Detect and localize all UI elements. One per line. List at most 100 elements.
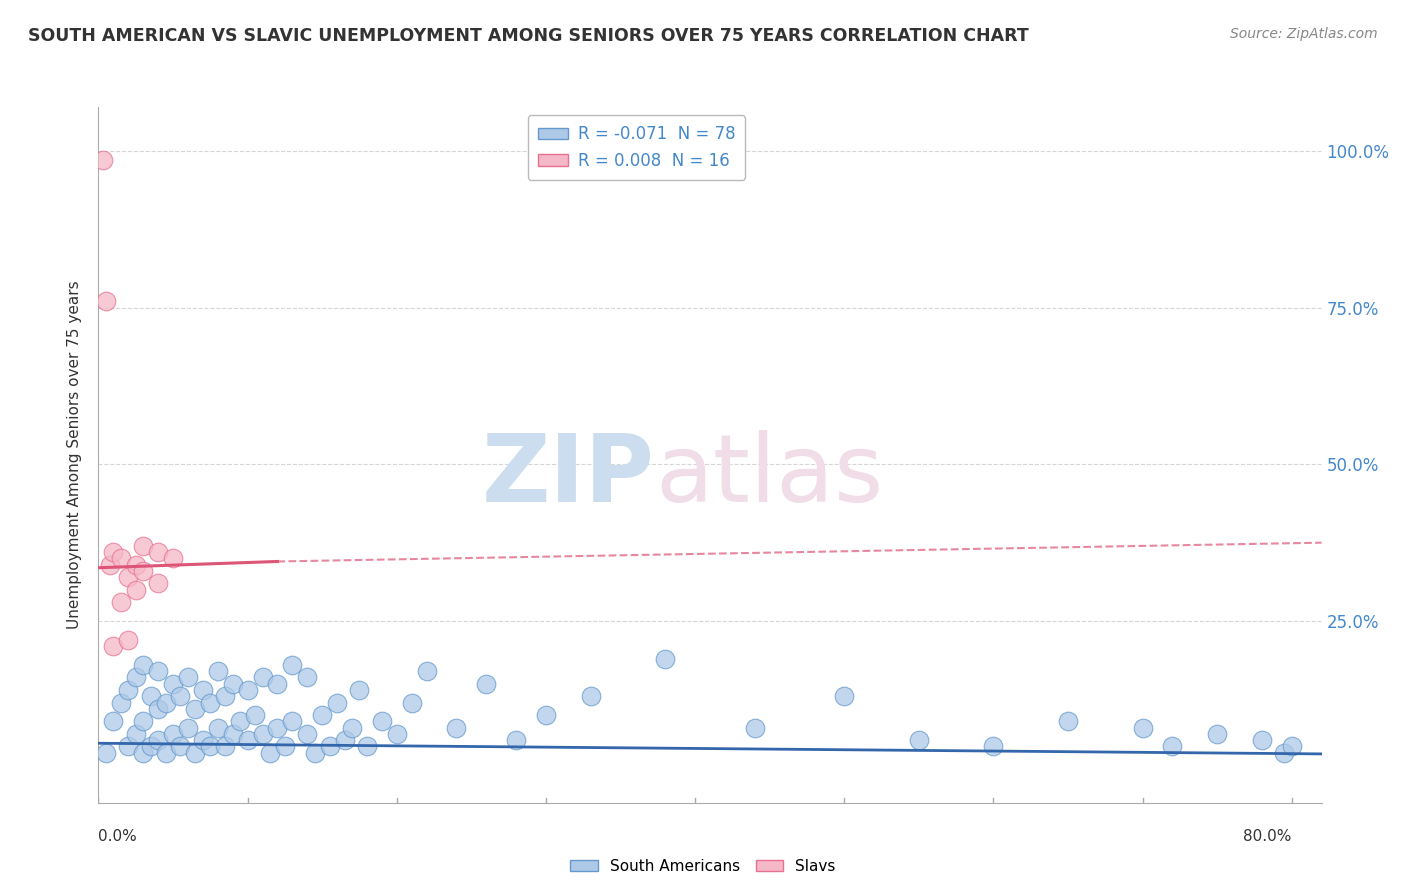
Point <box>744 721 766 735</box>
Point <box>132 657 155 672</box>
Point <box>259 746 281 760</box>
Point <box>326 696 349 710</box>
Point <box>191 733 214 747</box>
Point <box>110 595 132 609</box>
Point <box>94 294 117 309</box>
Point <box>169 739 191 754</box>
Point <box>274 739 297 754</box>
Point <box>125 670 148 684</box>
Point <box>318 739 340 754</box>
Point <box>579 690 602 704</box>
Legend: South Americans, Slavs: South Americans, Slavs <box>564 853 842 880</box>
Point <box>385 727 408 741</box>
Point <box>191 683 214 698</box>
Point <box>146 733 169 747</box>
Point <box>200 696 222 710</box>
Point <box>139 690 162 704</box>
Point <box>139 739 162 754</box>
Text: Source: ZipAtlas.com: Source: ZipAtlas.com <box>1230 27 1378 41</box>
Point <box>110 551 132 566</box>
Point <box>117 739 139 754</box>
Point <box>229 714 252 729</box>
Point <box>103 639 125 653</box>
Point <box>475 676 498 690</box>
Point <box>415 664 437 678</box>
Point <box>132 539 155 553</box>
Point <box>146 545 169 559</box>
Point <box>103 714 125 729</box>
Point <box>132 564 155 578</box>
Point <box>162 551 184 566</box>
Text: 0.0%: 0.0% <box>98 830 138 844</box>
Point <box>221 727 243 741</box>
Point <box>162 727 184 741</box>
Point <box>91 153 114 168</box>
Point <box>297 727 319 741</box>
Point <box>125 727 148 741</box>
Point <box>266 676 288 690</box>
Point <box>214 690 236 704</box>
Point <box>125 558 148 572</box>
Point <box>654 651 676 665</box>
Point <box>146 576 169 591</box>
Point <box>1161 739 1184 754</box>
Point <box>117 632 139 647</box>
Point <box>505 733 527 747</box>
Point <box>125 582 148 597</box>
Point <box>1132 721 1154 735</box>
Point <box>184 746 207 760</box>
Point <box>236 683 259 698</box>
Point <box>281 714 304 729</box>
Point <box>1206 727 1229 741</box>
Point <box>214 739 236 754</box>
Point <box>146 702 169 716</box>
Point <box>534 708 557 723</box>
Point <box>401 696 423 710</box>
Point <box>1057 714 1080 729</box>
Point <box>908 733 931 747</box>
Point <box>110 696 132 710</box>
Point <box>200 739 222 754</box>
Point <box>446 721 468 735</box>
Point <box>311 708 333 723</box>
Point <box>243 708 266 723</box>
Point <box>266 721 288 735</box>
Y-axis label: Unemployment Among Seniors over 75 years: Unemployment Among Seniors over 75 years <box>67 281 83 629</box>
Point <box>221 676 243 690</box>
Point <box>98 558 121 572</box>
Point <box>169 690 191 704</box>
Point <box>146 664 169 678</box>
Point <box>132 746 155 760</box>
Point <box>304 746 326 760</box>
Point <box>94 746 117 760</box>
Point <box>333 733 356 747</box>
Point <box>155 746 177 760</box>
Point <box>184 702 207 716</box>
Point <box>117 683 139 698</box>
Point <box>177 721 200 735</box>
Point <box>132 714 155 729</box>
Point <box>207 664 229 678</box>
Point <box>340 721 363 735</box>
Point <box>117 570 139 584</box>
Point <box>281 657 304 672</box>
Point <box>832 690 855 704</box>
Point <box>236 733 259 747</box>
Point <box>162 676 184 690</box>
Legend: R = -0.071  N = 78, R = 0.008  N = 16: R = -0.071 N = 78, R = 0.008 N = 16 <box>527 115 745 179</box>
Point <box>207 721 229 735</box>
Point <box>983 739 1005 754</box>
Point <box>371 714 394 729</box>
Text: ZIP: ZIP <box>482 430 655 522</box>
Point <box>297 670 319 684</box>
Point <box>349 683 371 698</box>
Point <box>155 696 177 710</box>
Point <box>1251 733 1274 747</box>
Text: SOUTH AMERICAN VS SLAVIC UNEMPLOYMENT AMONG SENIORS OVER 75 YEARS CORRELATION CH: SOUTH AMERICAN VS SLAVIC UNEMPLOYMENT AM… <box>28 27 1029 45</box>
Point <box>177 670 200 684</box>
Point <box>103 545 125 559</box>
Text: 80.0%: 80.0% <box>1243 830 1292 844</box>
Point <box>252 670 274 684</box>
Point <box>356 739 378 754</box>
Point <box>1281 739 1303 754</box>
